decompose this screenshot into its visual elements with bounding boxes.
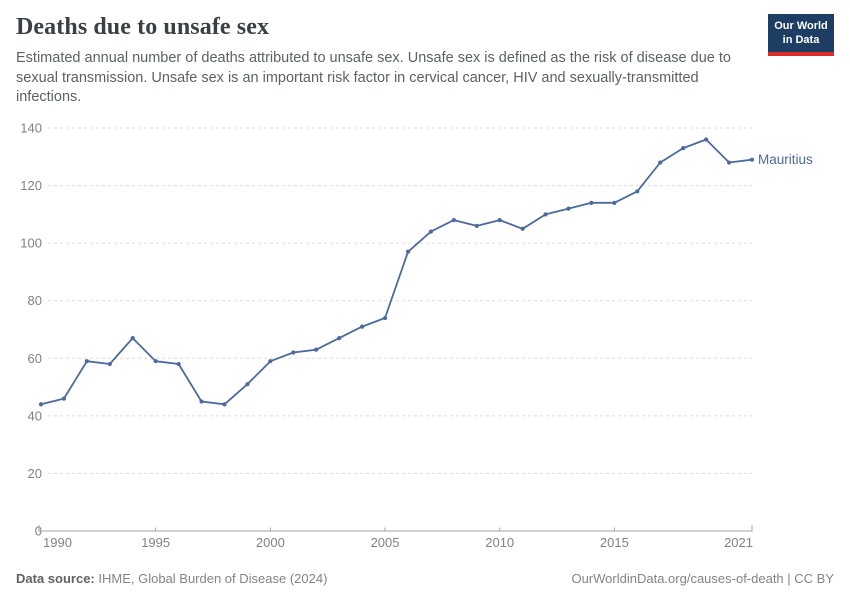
data-point: [451, 218, 456, 223]
data-point: [61, 396, 67, 401]
x-tick-label: 2010: [485, 535, 514, 550]
data-point: [176, 361, 181, 367]
data-point: [222, 402, 227, 407]
data-point: [658, 160, 663, 165]
data-source-value: IHME, Global Burden of Disease (2024): [94, 571, 328, 586]
data-point: [84, 359, 89, 364]
data-point: [704, 137, 709, 142]
data-point: [566, 206, 571, 211]
chart-header: Deaths due to unsafe sex Estimated annua…: [16, 14, 834, 108]
x-tick-label: 1995: [141, 535, 170, 550]
credit-link[interactable]: OurWorldinData.org/causes-of-death | CC …: [571, 571, 834, 586]
y-tick-label: 140: [20, 121, 42, 136]
x-tick-label: 1990: [43, 535, 72, 550]
y-tick-label: 60: [28, 351, 42, 366]
chart-canvas[interactable]: 0 20 40 60 80 100 120 140 1990 1995 2000 2005 2010 20…: [0, 100, 850, 560]
y-tick-label: 20: [28, 466, 42, 481]
data-point: [382, 315, 388, 321]
data-point: [520, 226, 525, 231]
y-tick-label: 80: [28, 293, 42, 308]
data-point: [497, 218, 502, 223]
data-point: [38, 402, 44, 407]
y-tick-label: 120: [20, 178, 42, 193]
data-point: [589, 200, 594, 205]
x-tick-label: 2015: [600, 535, 629, 550]
data-point: [726, 160, 732, 165]
y-tick-label: 40: [28, 408, 42, 423]
chart-subtitle: Estimated annual number of deaths attrib…: [16, 50, 731, 106]
data-point: [474, 223, 479, 228]
data-point: [681, 146, 686, 151]
data-point: [359, 324, 365, 329]
data-point: [337, 336, 342, 341]
x-tick-label: 2000: [256, 535, 285, 550]
data-point: [543, 212, 548, 217]
data-point: [314, 347, 319, 352]
y-tick-label: 0: [35, 524, 42, 539]
data-point: [405, 249, 411, 254]
data-point: [107, 361, 112, 367]
page-title: Deaths due to unsafe sex: [16, 14, 270, 40]
x-tick-label: 2021: [724, 535, 753, 550]
data-point: [245, 382, 250, 387]
data-point: [428, 229, 434, 234]
x-axis-line: [38, 525, 753, 532]
data-point: [291, 350, 296, 355]
data-point: [130, 336, 135, 341]
owid-logo-line1: Our World: [774, 20, 828, 32]
owid-logo[interactable]: Our World in Data: [768, 14, 834, 56]
y-tick-label: 100: [20, 236, 42, 251]
x-tick-label: 2005: [371, 535, 400, 550]
data-point: [199, 399, 204, 404]
data-source-label: Data source:: [16, 571, 95, 586]
data-point: [635, 189, 640, 194]
data-point: [153, 359, 158, 364]
data-point: [268, 359, 273, 364]
data-point: [612, 200, 617, 205]
data-line: [40, 138, 753, 406]
data-point: [749, 157, 755, 162]
owid-logo-line2: in Data: [782, 34, 820, 47]
data-source-note: Data source: IHME, Global Burden of Dise…: [16, 571, 327, 586]
series-label: Mauritius: [758, 152, 813, 167]
